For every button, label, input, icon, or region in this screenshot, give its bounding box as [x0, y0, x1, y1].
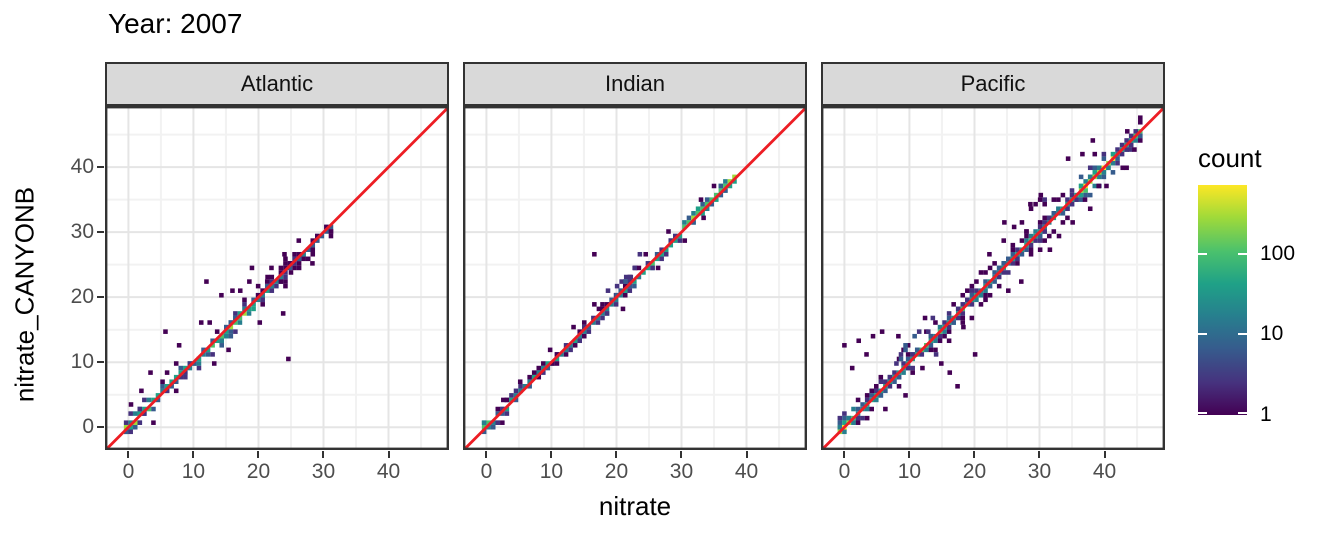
x-tick-label: 10 — [181, 460, 206, 483]
x-tick-label: 30 — [669, 460, 694, 483]
gridlines-major — [821, 106, 1165, 450]
legend-tick-mark — [1238, 252, 1247, 255]
legend-tick-mark — [1198, 252, 1207, 255]
x-tick-mark — [1038, 451, 1041, 458]
facet-strip-pacific: Pacific — [821, 62, 1165, 106]
legend-tick-label: 10 — [1260, 322, 1284, 346]
x-tick-mark — [387, 451, 390, 458]
facet-strip-label: Atlantic — [240, 71, 314, 96]
plot-title: Year: 2007 — [108, 8, 243, 39]
x-tick-label: 0 — [480, 460, 493, 483]
x-tick-mark — [257, 451, 260, 458]
x-tick-label: 40 — [376, 460, 401, 483]
panel-border — [821, 106, 1166, 451]
gridlines-major — [105, 106, 449, 450]
x-tick-mark — [908, 451, 911, 458]
legend-tick-label: 1 — [1260, 403, 1272, 426]
y-tick-mark — [97, 231, 104, 234]
bin2d-layer — [837, 115, 1143, 435]
y-tick-label: 40 — [70, 155, 94, 179]
legend-tick-mark — [1238, 412, 1247, 414]
identity-abline — [452, 94, 820, 461]
legend-title: count — [1198, 143, 1262, 173]
panel-pacific-canvas — [810, 94, 1178, 461]
legend-tick-mark — [1238, 333, 1247, 336]
x-axis-title: nitrate — [598, 491, 672, 521]
x-tick-mark — [1103, 451, 1106, 458]
x-tick-label: 0 — [122, 460, 135, 483]
x-tick-label: 40 — [1092, 460, 1117, 483]
facet-strip-label: Indian — [605, 71, 665, 96]
panel-atlantic-canvas — [94, 94, 462, 461]
identity-abline — [94, 94, 462, 461]
x-tick-mark — [973, 451, 976, 458]
x-tick-label: 20 — [604, 460, 629, 483]
x-tick-mark — [615, 451, 618, 458]
gridlines-major — [463, 106, 807, 450]
legend-tick-label: 100 — [1260, 241, 1296, 265]
y-tick-mark — [97, 426, 104, 429]
facet-strip-label: Pacific — [960, 71, 1026, 96]
x-tick-label: 10 — [539, 460, 564, 483]
x-tick-label: 40 — [734, 460, 759, 483]
identity-abline — [810, 94, 1178, 461]
x-tick-label: 30 — [311, 460, 336, 483]
x-tick-mark — [550, 451, 553, 458]
legend-tick-mark — [1198, 333, 1207, 336]
x-tick-mark — [127, 451, 130, 458]
facet-strip-indian: Indian — [463, 62, 807, 106]
bin2d-layer — [123, 224, 334, 435]
gridlines-minor — [821, 106, 1165, 450]
x-tick-label: 30 — [1027, 460, 1052, 483]
x-tick-label: 20 — [962, 460, 987, 483]
y-tick-label: 20 — [70, 285, 94, 309]
x-tick-mark — [192, 451, 195, 458]
y-tick-label: 30 — [70, 220, 94, 244]
y-tick-mark — [97, 296, 104, 299]
panel-pacific — [810, 94, 1178, 461]
panel-border — [105, 106, 450, 451]
panel-indian — [452, 94, 820, 461]
x-tick-mark — [843, 451, 846, 458]
y-tick-mark — [97, 361, 104, 364]
legend-tick-mark — [1198, 412, 1207, 414]
y-tick-label: 10 — [70, 350, 94, 374]
x-tick-label: 10 — [897, 460, 922, 483]
panel-atlantic — [94, 94, 462, 461]
x-tick-label: 20 — [246, 460, 271, 483]
y-tick-mark — [97, 166, 104, 169]
y-axis-title: nitrate_CANYONB — [9, 186, 40, 403]
legend-gradient-bar — [1198, 185, 1247, 415]
gridlines-minor — [463, 106, 807, 450]
facet-strip-atlantic: Atlantic — [105, 62, 449, 106]
x-tick-mark — [322, 451, 325, 458]
x-tick-mark — [745, 451, 748, 458]
y-tick-label: 0 — [82, 415, 94, 439]
panel-indian-canvas — [452, 94, 820, 461]
x-tick-label: 0 — [838, 460, 851, 483]
x-tick-mark — [485, 451, 488, 458]
x-tick-mark — [680, 451, 683, 458]
panel-border — [463, 106, 808, 451]
bin2d-layer — [481, 174, 737, 435]
